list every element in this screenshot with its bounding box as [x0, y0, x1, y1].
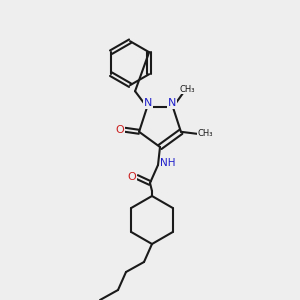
- Text: CH₃: CH₃: [197, 129, 213, 138]
- Text: O: O: [128, 172, 136, 182]
- Text: O: O: [116, 125, 124, 135]
- Text: NH: NH: [160, 158, 176, 168]
- Text: CH₃: CH₃: [179, 85, 195, 94]
- Text: N: N: [168, 98, 176, 108]
- Text: N: N: [144, 98, 152, 108]
